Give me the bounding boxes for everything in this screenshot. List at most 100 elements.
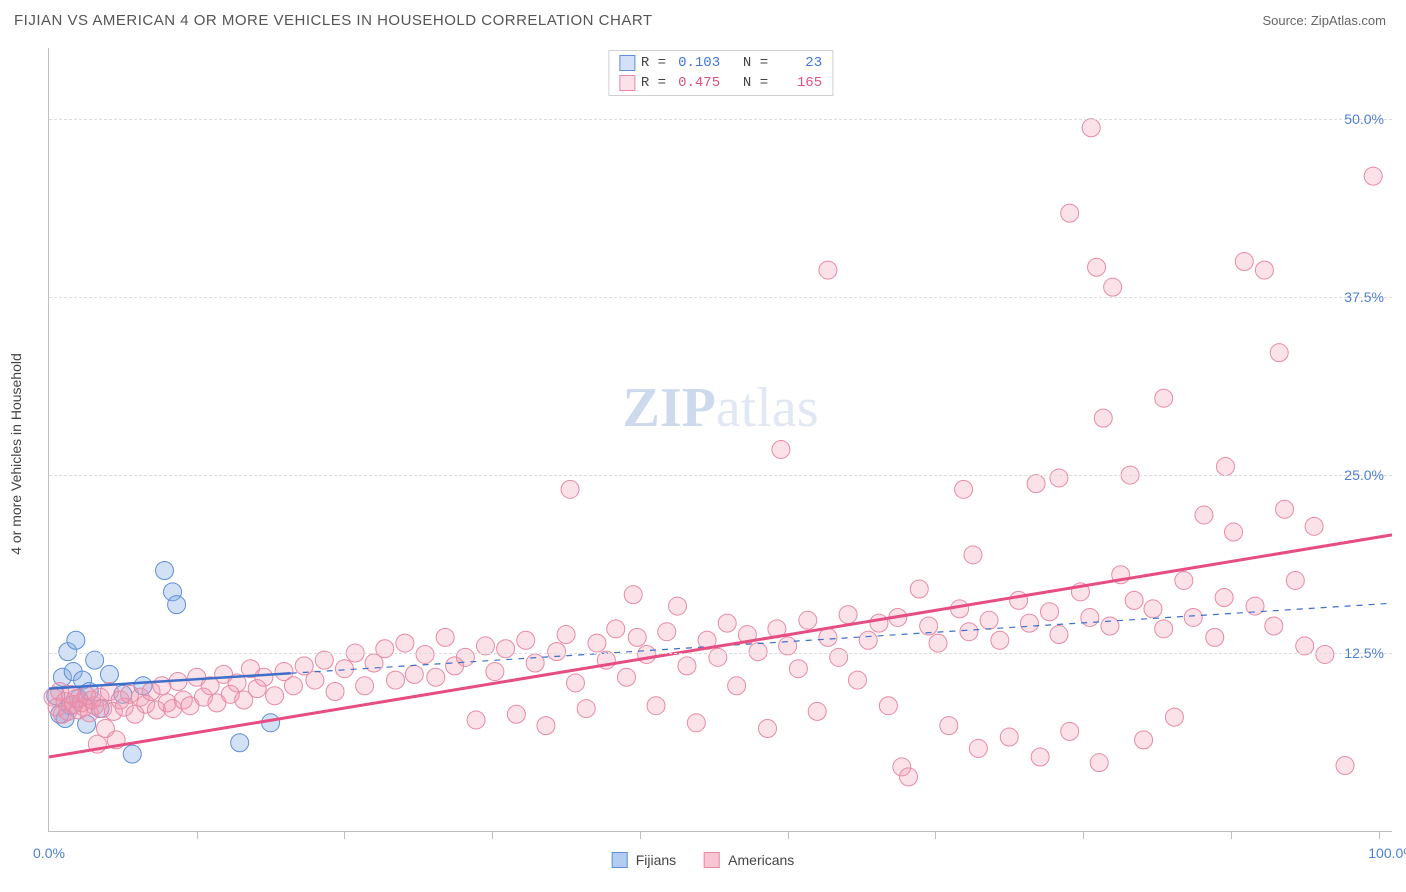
data-point: [486, 663, 504, 681]
data-point: [964, 546, 982, 564]
x-tick: [344, 831, 345, 839]
data-point: [255, 668, 273, 686]
data-point: [749, 643, 767, 661]
data-point: [548, 643, 566, 661]
grid-line: [49, 653, 1392, 654]
data-point: [1031, 748, 1049, 766]
data-point: [537, 717, 555, 735]
data-point: [1184, 608, 1202, 626]
y-tick-label: 37.5%: [1344, 289, 1384, 305]
series-legend-label: Fijians: [636, 852, 676, 868]
data-point: [1082, 119, 1100, 137]
chart-plot-area: ZIPatlas R =0.103 N =23R =0.475 N =165 0…: [48, 48, 1392, 832]
data-point: [100, 665, 118, 683]
x-min-label: 0.0%: [33, 845, 65, 861]
data-point: [405, 665, 423, 683]
data-point: [155, 561, 173, 579]
data-point: [1155, 620, 1173, 638]
correlation-legend: R = 0.103 N = 23R =0.475 N =165: [608, 50, 833, 96]
x-max-label: 100.0%: [1368, 845, 1406, 861]
legend-r-value: 0.103: [672, 54, 720, 72]
data-point: [839, 606, 857, 624]
data-point: [1235, 253, 1253, 271]
legend-n-value: 23: [774, 54, 822, 72]
x-tick: [935, 831, 936, 839]
data-point: [799, 611, 817, 629]
data-point: [1246, 597, 1264, 615]
data-point: [326, 682, 344, 700]
data-point: [1225, 523, 1243, 541]
legend-swatch: [612, 852, 628, 868]
data-point: [335, 660, 353, 678]
data-point: [416, 645, 434, 663]
legend-row: R =0.475 N =165: [609, 73, 832, 93]
x-tick: [197, 831, 198, 839]
data-point: [436, 628, 454, 646]
data-point: [1276, 500, 1294, 518]
data-point: [1364, 167, 1382, 185]
data-point: [709, 648, 727, 666]
data-point: [1316, 645, 1334, 663]
data-point: [1050, 626, 1068, 644]
data-point: [1215, 589, 1233, 607]
x-tick: [492, 831, 493, 839]
x-tick: [788, 831, 789, 839]
data-point: [678, 657, 696, 675]
data-point: [356, 677, 374, 695]
data-point: [1305, 517, 1323, 535]
data-point: [870, 614, 888, 632]
data-point: [284, 677, 302, 695]
data-point: [588, 634, 606, 652]
data-point: [940, 717, 958, 735]
data-point: [1104, 278, 1122, 296]
data-point: [638, 645, 656, 663]
x-tick: [1083, 831, 1084, 839]
series-legend-item: Americans: [704, 852, 794, 868]
data-point: [168, 596, 186, 614]
data-point: [561, 480, 579, 498]
legend-swatch: [619, 55, 635, 71]
y-tick-label: 25.0%: [1344, 467, 1384, 483]
data-point: [231, 734, 249, 752]
data-point: [153, 677, 171, 695]
data-point: [507, 705, 525, 723]
data-point: [759, 719, 777, 737]
data-point: [830, 648, 848, 666]
data-point: [772, 440, 790, 458]
data-point: [526, 654, 544, 672]
data-point: [960, 623, 978, 641]
source-label: Source:: [1262, 13, 1310, 28]
chart-header: FIJIAN VS AMERICAN 4 OR MORE VEHICLES IN…: [0, 0, 1406, 35]
legend-r-label: R =: [641, 74, 666, 92]
data-point: [396, 634, 414, 652]
data-point: [1195, 506, 1213, 524]
data-point: [647, 697, 665, 715]
data-point: [467, 711, 485, 729]
legend-row: R =0.103 N =23: [609, 53, 832, 73]
data-point: [456, 648, 474, 666]
data-point: [969, 739, 987, 757]
data-point: [1061, 204, 1079, 222]
data-point: [819, 261, 837, 279]
data-point: [1175, 571, 1193, 589]
data-point: [266, 687, 284, 705]
legend-n-label: N =: [726, 54, 768, 72]
data-point: [1144, 600, 1162, 618]
data-point: [1135, 731, 1153, 749]
data-point: [376, 640, 394, 658]
data-point: [557, 626, 575, 644]
y-tick-label: 50.0%: [1344, 111, 1384, 127]
data-point: [1090, 754, 1108, 772]
trend-line: [49, 535, 1392, 757]
grid-line: [49, 119, 1392, 120]
data-point: [427, 668, 445, 686]
data-point: [1336, 757, 1354, 775]
data-point: [980, 611, 998, 629]
data-point: [687, 714, 705, 732]
data-point: [628, 628, 646, 646]
data-point: [808, 702, 826, 720]
data-point: [728, 677, 746, 695]
legend-n-label: N =: [726, 74, 768, 92]
data-point: [1125, 591, 1143, 609]
data-point: [1027, 475, 1045, 493]
